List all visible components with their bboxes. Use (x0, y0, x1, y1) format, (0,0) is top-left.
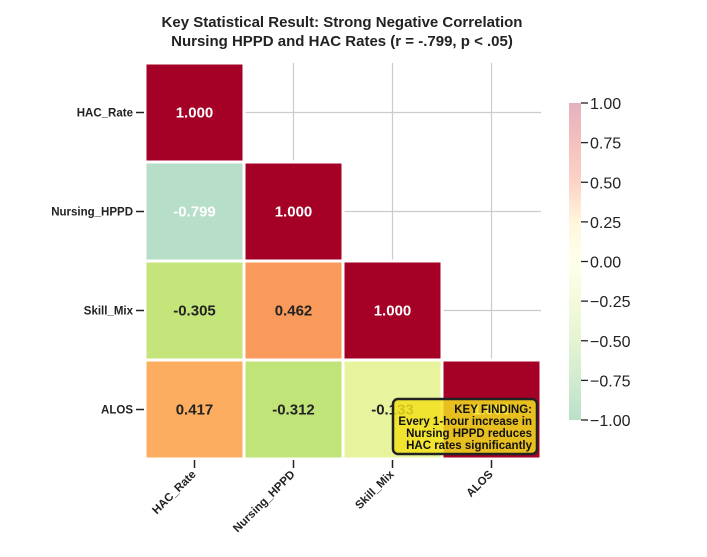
heatmap-cells: 1.000 -0.799 1.000 -0.305 0.462 1.000 0.417 -0.… (143, 61, 543, 461)
callout-line-1: KEY FINDING: (454, 404, 532, 416)
heatmap-cell: 1.000 (242, 160, 345, 263)
heatmap-cell: -0.312 (242, 358, 345, 461)
heatmap-cell-value: -0.305 (173, 303, 216, 320)
colorbar-tick-label: 0.25 (590, 215, 621, 232)
colorbar-tick-label: 1.00 (590, 96, 621, 113)
row-tick-label: HAC_Rate (77, 108, 133, 120)
heatmap-cell-rect (341, 259, 444, 362)
column-tick-label: ALOS (465, 468, 496, 499)
heatmap-cell-value: 0.462 (275, 303, 313, 320)
heatmap-cell-rect (242, 259, 345, 362)
callout-line-2: Every 1-hour increase in (398, 416, 532, 428)
heatmap-cell: 0.417 (143, 358, 246, 461)
key-finding-callout: KEY FINDING: Every 1-hour increase in Nu… (391, 397, 539, 456)
heatmap-cell-value: -0.312 (272, 402, 315, 419)
chart-title-line-1: Key Statistical Result: Strong Negative … (162, 14, 523, 31)
colorbar-tick-label: −0.25 (590, 294, 631, 311)
column-tick-labels: HAC_Rate Nursing_HPPD Skill_Mix ALOS (150, 460, 496, 535)
heatmap-cell: -0.305 (143, 259, 246, 362)
heatmap-cell: 1.000 (341, 259, 444, 362)
colorbar-tick-label: 0.75 (590, 136, 621, 153)
heatmap-cell-value: 1.000 (374, 303, 412, 320)
row-tick-labels: HAC_Rate Nursing_HPPD Skill_Mix ALOS (51, 108, 144, 417)
colorbar-tick-label: 0.50 (590, 175, 621, 192)
heatmap-cell-rect (143, 61, 246, 164)
heatmap-cell-value: 1.000 (275, 204, 313, 221)
colorbar-tick-label: −0.50 (590, 334, 631, 351)
column-tick-label: Skill_Mix (353, 468, 397, 512)
row-tick-label: ALOS (101, 405, 133, 417)
column-tick-label: HAC_Rate (150, 469, 198, 517)
heatmap-cell: 0.462 (242, 259, 345, 362)
callout-line-3: Nursing HPPD reduces (406, 428, 532, 440)
heatmap-cell-value: 1.000 (176, 105, 214, 122)
callout-line-4: HAC rates significantly (406, 440, 532, 452)
colorbar-tick-label: −1.00 (590, 413, 631, 430)
colorbar-tick-label: −0.75 (590, 373, 631, 390)
column-tick-label: Nursing_HPPD (231, 469, 297, 535)
row-tick-label: Skill_Mix (84, 306, 134, 318)
row-tick-label: Nursing_HPPD (51, 207, 133, 219)
heatmap-cell-value: 0.417 (176, 402, 214, 419)
colorbar-tick-label: 0.00 (590, 255, 621, 272)
colorbar: 1.00 0.75 0.50 0.25 0.00 −0.25 −0.50 −0.75 −1.00 (569, 96, 631, 430)
chart-title-line-2: Nursing HPPD and HAC Rates (r = -.799, p… (171, 33, 513, 50)
heatmap-cell-value: -0.799 (173, 204, 216, 221)
callout-box (391, 397, 539, 456)
heatmap-cell: -0.799 (143, 160, 246, 263)
heatmap-cell: 1.000 (143, 61, 246, 164)
colorbar-gradient (569, 103, 581, 420)
colorbar-ticks: 1.00 0.75 0.50 0.25 0.00 −0.25 −0.50 −0.75 −1.00 (581, 96, 631, 430)
